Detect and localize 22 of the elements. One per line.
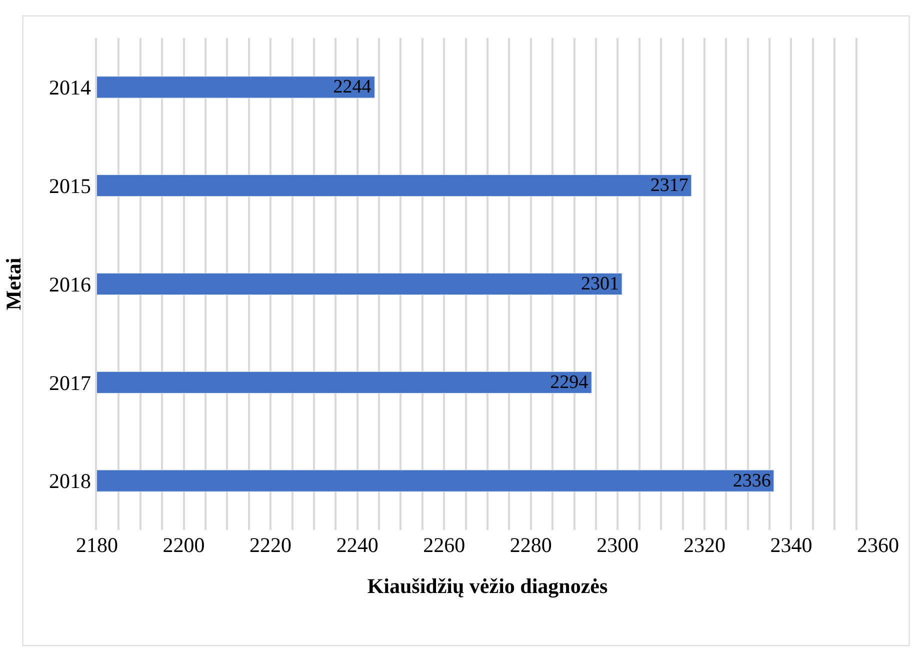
x-tick-label: 2320 xyxy=(683,533,726,557)
x-tick-label: 2180 xyxy=(76,533,118,557)
x-tick-label: 2360 xyxy=(857,533,899,557)
data-label: 2317 xyxy=(650,175,688,196)
x-tick-label: 2260 xyxy=(423,533,466,557)
data-label: 2336 xyxy=(732,470,771,492)
y-tick-label: 2017 xyxy=(49,370,92,395)
x-tick-label: 2240 xyxy=(336,533,378,557)
x-tick-label: 2300 xyxy=(596,533,639,557)
y-axis-title: Metai xyxy=(2,258,26,310)
data-label: 2244 xyxy=(333,76,372,98)
x-tick-label: 2200 xyxy=(162,533,205,557)
x-tick-label: 2280 xyxy=(510,533,552,557)
data-label: 2294 xyxy=(550,372,589,393)
y-tick-label: 2015 xyxy=(49,174,92,198)
x-tick-label: 2340 xyxy=(770,533,812,557)
y-tick-label: 2014 xyxy=(49,76,92,100)
x-tick-label: 2220 xyxy=(250,533,292,557)
x-axis-title: Kiaušidžių vėžio diagnozės xyxy=(367,574,608,598)
y-tick-label: 2018 xyxy=(49,469,92,494)
y-tick-label: 2016 xyxy=(49,272,92,296)
data-label: 2301 xyxy=(581,274,620,294)
